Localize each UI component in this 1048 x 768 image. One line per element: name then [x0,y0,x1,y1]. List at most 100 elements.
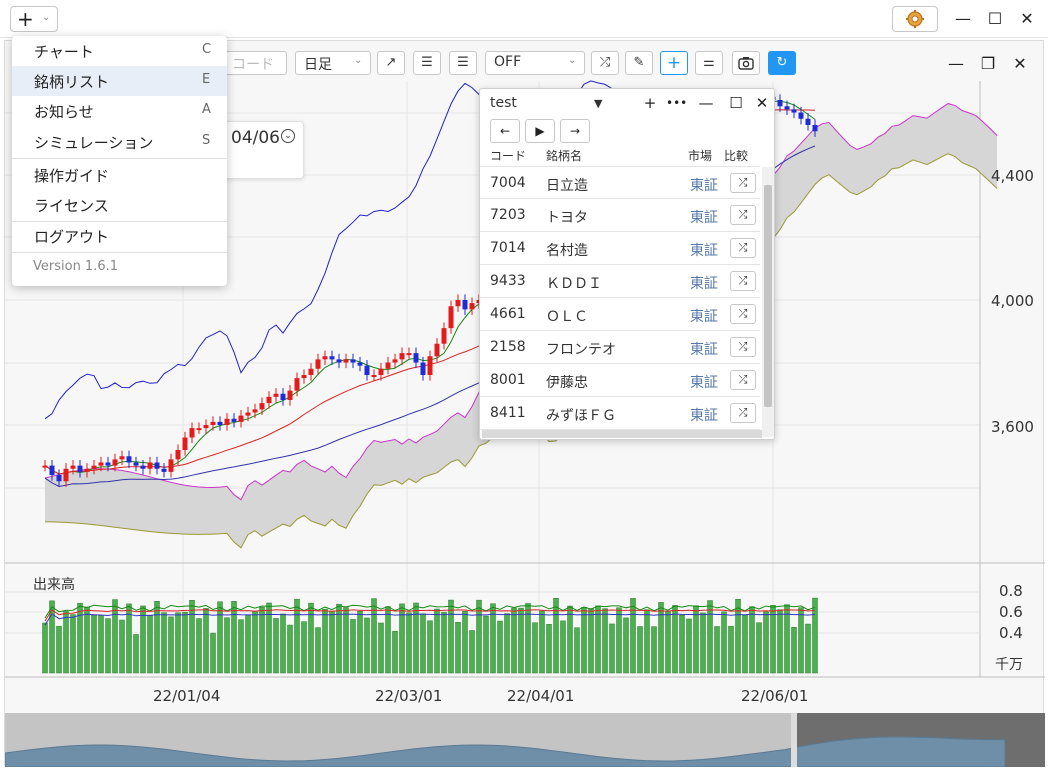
candle-body [413,353,419,363]
main-menu: チャート C 銘柄リスト E お知らせ A シミュレーション S 操作ガイド ラ… [12,36,227,286]
candle-body [329,356,335,360]
menu-item-chart[interactable]: チャート C [34,42,212,61]
camera-icon [738,57,754,70]
shuffle-icon: ⤮ [738,406,748,419]
prev-button[interactable]: ← [490,119,520,143]
table-row[interactable]: 8411 みずほＦＧ 東証 ⤮ [480,397,760,430]
price-tick: 4,000 [991,292,1034,310]
settings-button[interactable] [892,6,938,32]
refresh-button[interactable]: ↻ [768,51,796,75]
caret-down-icon[interactable]: ▼ [594,97,603,110]
volume-bar [357,611,363,674]
chevron-down-icon: ⌄ [354,55,363,66]
indicator-select[interactable]: OFF ⌄ [485,51,585,75]
volume-ma-red [44,609,816,622]
volume-bar [266,602,272,674]
volume-bar [448,599,454,674]
chevron-down-circle-icon[interactable]: ⌄ [281,129,295,143]
list-hscrollbar[interactable] [482,430,762,438]
volume-bar [329,611,335,674]
minimize-icon[interactable]: — [955,9,971,28]
volume-bars [42,597,818,674]
trendline-tool-button[interactable]: ↗ [377,51,405,75]
table-row[interactable]: 7004 日立造 東証 ⤮ [480,166,760,199]
volume-bar [399,603,405,674]
volume-unit: 千万 [995,657,1023,673]
add-menu-button[interactable]: + ⌄ [10,6,58,32]
volume-bar [238,619,244,674]
header-market: 市場 [688,149,713,163]
volume-bar [728,625,734,674]
menu-divider [12,158,227,159]
screenshot-button[interactable] [732,51,760,75]
draw-button[interactable]: ✎ [625,51,653,75]
timeframe-value: 日足 [304,57,332,73]
compare-button[interactable]: ⤮ [730,304,756,324]
pencil-icon: ✎ [633,55,645,70]
table-row[interactable]: 4661 ＯＬＣ 東証 ⤮ [480,298,760,331]
add-icon[interactable]: + [643,94,657,112]
candle-body [420,362,426,375]
menu-item-stock-list[interactable]: 銘柄リスト E [12,66,227,96]
next-button[interactable]: → [560,119,590,143]
volume-bar [252,611,258,674]
maximize-icon[interactable]: ☐ [987,9,1003,28]
volume-bar [602,608,608,674]
minimize-icon[interactable]: — [698,94,714,112]
compare-button[interactable]: ⤮ [591,51,619,75]
price-tick: 4,400 [991,167,1034,185]
app-top-bar: + ⌄ — ☐ ✕ [0,0,1048,38]
volume-bar [112,599,118,674]
chevron-down-icon: ⌄ [568,55,577,66]
table-row[interactable]: 8001 伊藤忠 東証 ⤮ [480,364,760,397]
candle-body [203,425,209,429]
more-icon[interactable]: ••• [666,96,688,110]
scrollbar-thumb[interactable] [764,185,772,407]
crosshair-button[interactable]: + [660,51,688,75]
code-input[interactable]: コード [223,51,287,75]
volume-bar [77,602,83,674]
candle-body [119,456,125,460]
compare-button[interactable]: ⤮ [730,403,756,423]
volume-bar [574,627,580,674]
align-left-button[interactable]: ☰ [413,51,441,75]
maximize-icon[interactable]: ☐ [729,94,743,112]
candle-body [805,118,811,125]
chart-close-icon[interactable]: ✕ [1013,54,1027,73]
volume-bar [350,619,356,674]
compare-button[interactable]: ⤮ [730,238,756,258]
compare-button[interactable]: ⤮ [730,271,756,291]
compare-button[interactable]: ⤮ [730,173,756,193]
table-row[interactable]: 9433 ＫＤＤＩ 東証 ⤮ [480,265,760,298]
menu-item-license[interactable]: ライセンス [34,197,109,215]
table-row[interactable]: 2158 フロンテオ 東証 ⤮ [480,331,760,364]
menu-item-guide[interactable]: 操作ガイド [34,167,110,185]
list-scrollbar[interactable] [762,167,774,437]
close-icon[interactable]: ✕ [1020,9,1034,28]
menu-item-logout[interactable]: ログアウト [34,228,110,246]
compare-button[interactable]: ⤮ [730,205,756,225]
table-row[interactable]: 7203 トヨタ 東証 ⤮ [480,199,760,232]
volume-bar [133,634,139,674]
table-row[interactable]: 7014 名村造 東証 ⤮ [480,232,760,265]
chart-minimize-icon[interactable]: — [948,54,964,73]
compare-button[interactable]: ⤮ [730,337,756,357]
align-right-button[interactable]: ☰ [449,51,477,75]
date-tick: 22/04/01 [507,687,574,705]
volume-bar [525,603,531,674]
candle-body [798,112,804,119]
chart-restore-icon[interactable]: ❐ [980,54,996,73]
navigator-handle[interactable] [791,713,797,767]
header-compare: 比較 [724,149,749,163]
menu-item-simulation[interactable]: シミュレーション S [34,133,211,152]
compare-button[interactable]: ⤮ [730,370,756,390]
timeframe-select[interactable]: 日足 ⌄ [295,51,371,75]
candle-body [434,343,440,357]
candle-body [441,328,447,344]
play-button[interactable]: ▶ [525,119,555,143]
menu-item-news[interactable]: お知らせ A [34,102,211,121]
play-icon: ▶ [535,124,545,138]
settings-sliders-button[interactable]: ⚌ [695,51,723,75]
volume-bar [546,624,552,674]
close-icon[interactable]: ✕ [755,94,769,112]
